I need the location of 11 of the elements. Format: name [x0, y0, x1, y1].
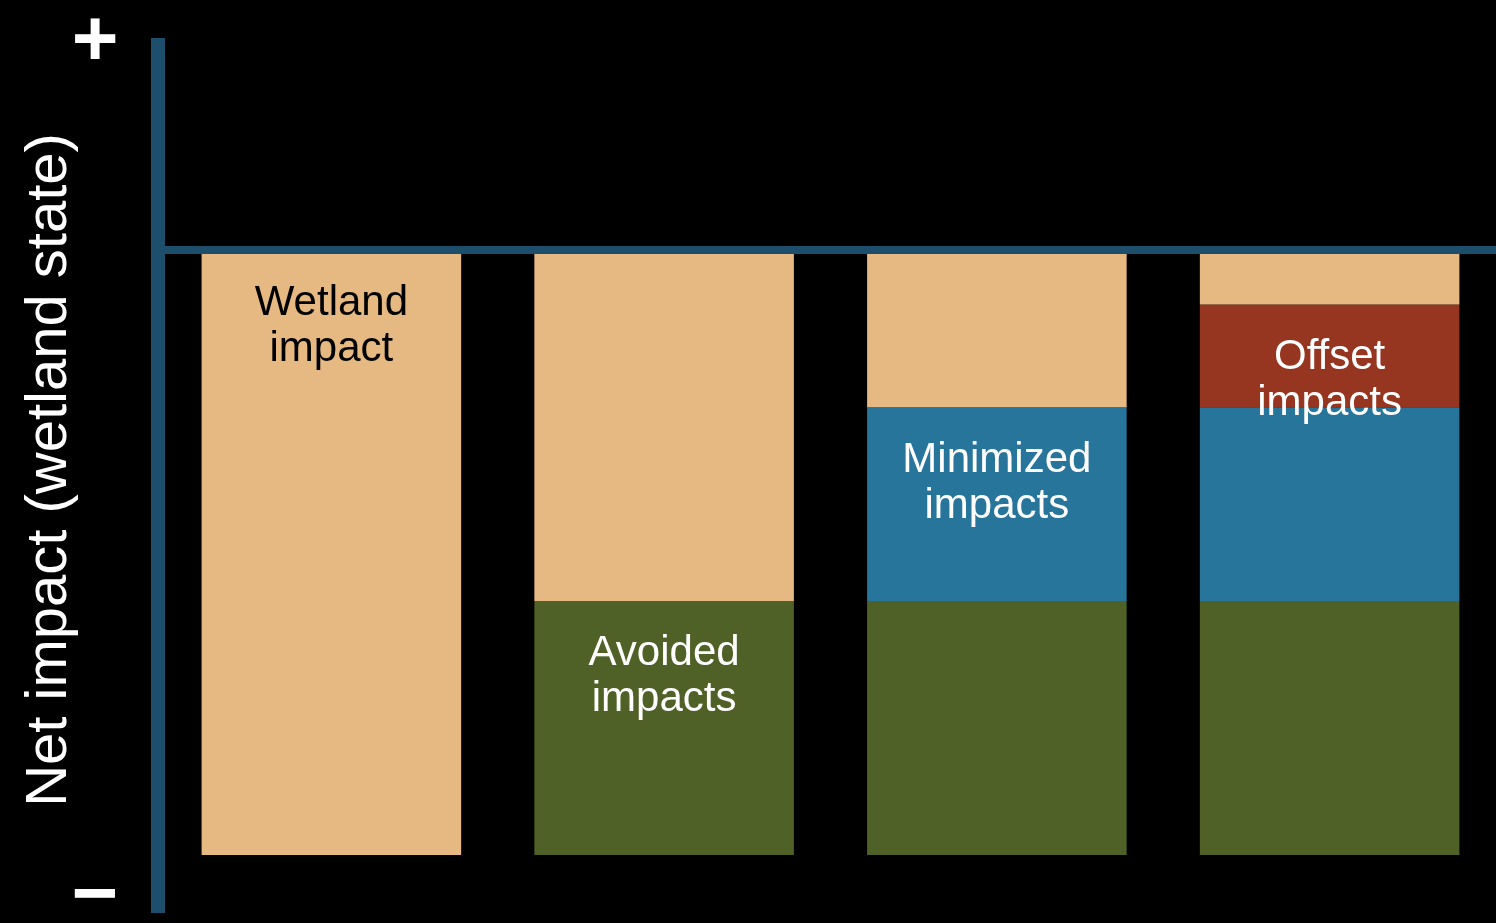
series-label: Wetland impact: [254, 276, 409, 370]
series-label: Minimized impacts: [902, 433, 1092, 527]
y-axis-title: Net impact (wetland state): [11, 133, 79, 807]
series-label: Avoided impacts: [588, 627, 740, 721]
text: −: [71, 848, 119, 923]
bar: [867, 407, 1127, 601]
bar: [867, 600, 1127, 855]
bar: [534, 600, 794, 855]
bar: [1199, 600, 1460, 855]
text: +: [71, 0, 119, 82]
series-label: Offset impacts: [1257, 330, 1402, 424]
